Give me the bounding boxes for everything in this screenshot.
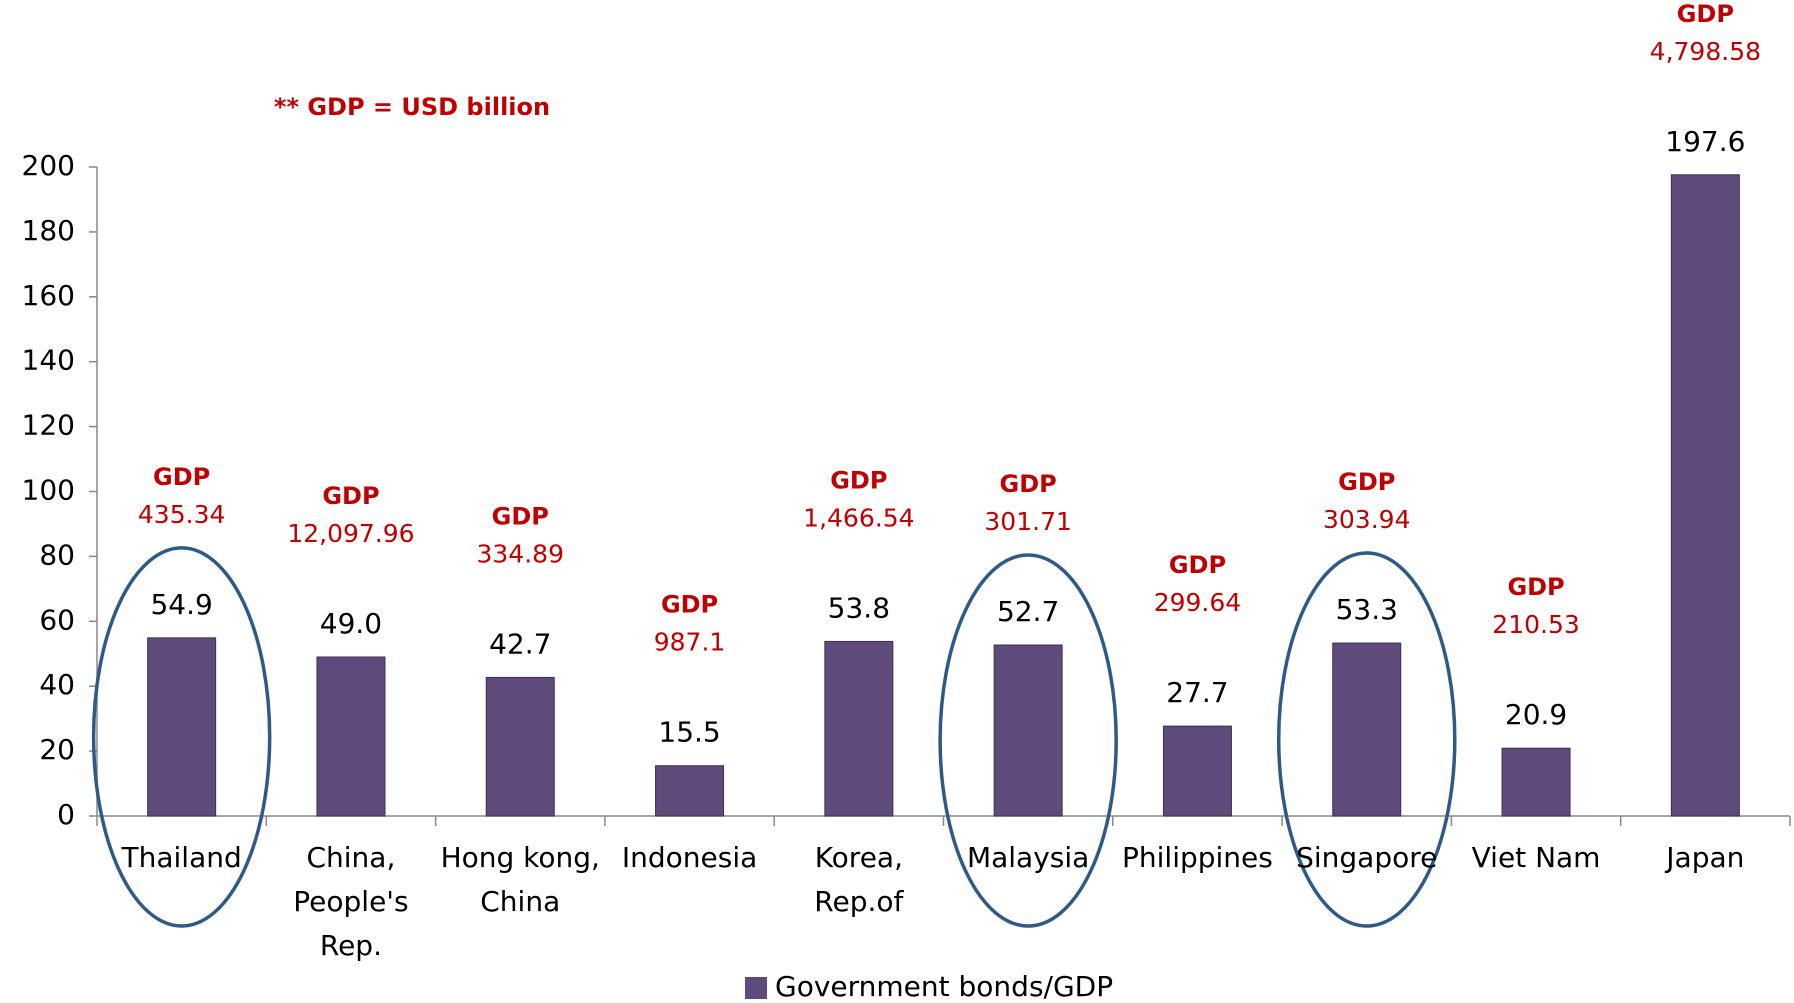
value-label: 27.7 bbox=[1166, 676, 1228, 709]
y-tick-label: 40 bbox=[39, 668, 75, 701]
gdp-value: 12,097.96 bbox=[287, 519, 414, 548]
value-label: 53.8 bbox=[828, 591, 890, 624]
y-tick-label: 160 bbox=[22, 279, 75, 312]
y-tick-label: 60 bbox=[39, 603, 75, 636]
highlight-ellipse bbox=[91, 546, 272, 928]
highlight-ellipse bbox=[938, 553, 1118, 928]
gdp-label: GDP bbox=[830, 466, 887, 494]
gdp-value: 4,798.58 bbox=[1650, 37, 1761, 66]
bar bbox=[993, 644, 1063, 817]
y-tick-label: 200 bbox=[22, 149, 75, 182]
value-label: 53.3 bbox=[1336, 593, 1398, 626]
value-label: 52.7 bbox=[997, 595, 1059, 628]
bar bbox=[147, 637, 217, 817]
x-tick-label: Indonesia bbox=[621, 841, 758, 874]
gdp-value: 299.64 bbox=[1154, 588, 1241, 617]
value-label: 54.9 bbox=[150, 588, 212, 621]
bar bbox=[1501, 747, 1571, 817]
x-tick-label: China, People's Rep. bbox=[293, 841, 409, 962]
x-tick-label: Viet Nam bbox=[1471, 841, 1601, 874]
value-label: 15.5 bbox=[658, 716, 720, 749]
value-label: 42.7 bbox=[489, 627, 551, 660]
bar bbox=[655, 765, 725, 817]
y-tick-label: 20 bbox=[39, 733, 75, 766]
legend-label: Government bonds/GDP bbox=[775, 970, 1113, 1003]
gdp-value: 303.94 bbox=[1323, 505, 1410, 534]
gdp-label: GDP bbox=[322, 482, 379, 510]
x-tick-label: Malaysia bbox=[966, 841, 1090, 874]
y-tick-label: 180 bbox=[22, 214, 75, 247]
y-tick-label: 80 bbox=[39, 538, 75, 571]
value-label: 197.6 bbox=[1665, 125, 1745, 158]
gdp-label: GDP bbox=[1338, 468, 1395, 496]
bar bbox=[1670, 174, 1740, 817]
bar bbox=[1162, 725, 1232, 817]
note: ** GDP = USD billion bbox=[274, 93, 550, 121]
gdp-value: 334.89 bbox=[477, 539, 564, 568]
gdp-label: GDP bbox=[1000, 470, 1057, 498]
gdp-label: GDP bbox=[661, 591, 718, 619]
x-tick-label: Thailand bbox=[121, 841, 242, 874]
gdp-label: GDP bbox=[1677, 0, 1734, 28]
bar bbox=[824, 640, 894, 817]
gdp-label: GDP bbox=[153, 463, 210, 491]
y-tick-label: 120 bbox=[22, 409, 75, 442]
legend-swatch bbox=[745, 977, 767, 999]
gdp-value: 435.34 bbox=[138, 500, 225, 529]
y-tick-label: 0 bbox=[57, 798, 75, 831]
highlight-ellipse bbox=[1276, 551, 1457, 928]
x-tick-label: Korea, Rep.of bbox=[814, 841, 904, 918]
x-tick-label: Hong kong, China bbox=[440, 841, 600, 918]
x-tick-label: Japan bbox=[1666, 841, 1745, 874]
gdp-value: 210.53 bbox=[1492, 610, 1579, 639]
y-tick-label: 140 bbox=[22, 344, 75, 377]
bar bbox=[316, 656, 386, 817]
y-tick-label: 100 bbox=[22, 474, 75, 507]
value-label: 20.9 bbox=[1505, 698, 1567, 731]
gdp-label: GDP bbox=[492, 502, 549, 530]
bar bbox=[1332, 642, 1402, 817]
gdp-value: 1,466.54 bbox=[803, 503, 914, 532]
x-tick-label: Philippines bbox=[1122, 841, 1273, 874]
gdp-value: 987.1 bbox=[654, 628, 726, 657]
bar bbox=[485, 676, 555, 817]
x-tick-label: Singapore bbox=[1296, 841, 1438, 874]
gdp-label: GDP bbox=[1507, 573, 1564, 601]
gdp-value: 301.71 bbox=[984, 507, 1071, 536]
value-label: 49.0 bbox=[320, 607, 382, 640]
gdp-label: GDP bbox=[1169, 551, 1226, 579]
